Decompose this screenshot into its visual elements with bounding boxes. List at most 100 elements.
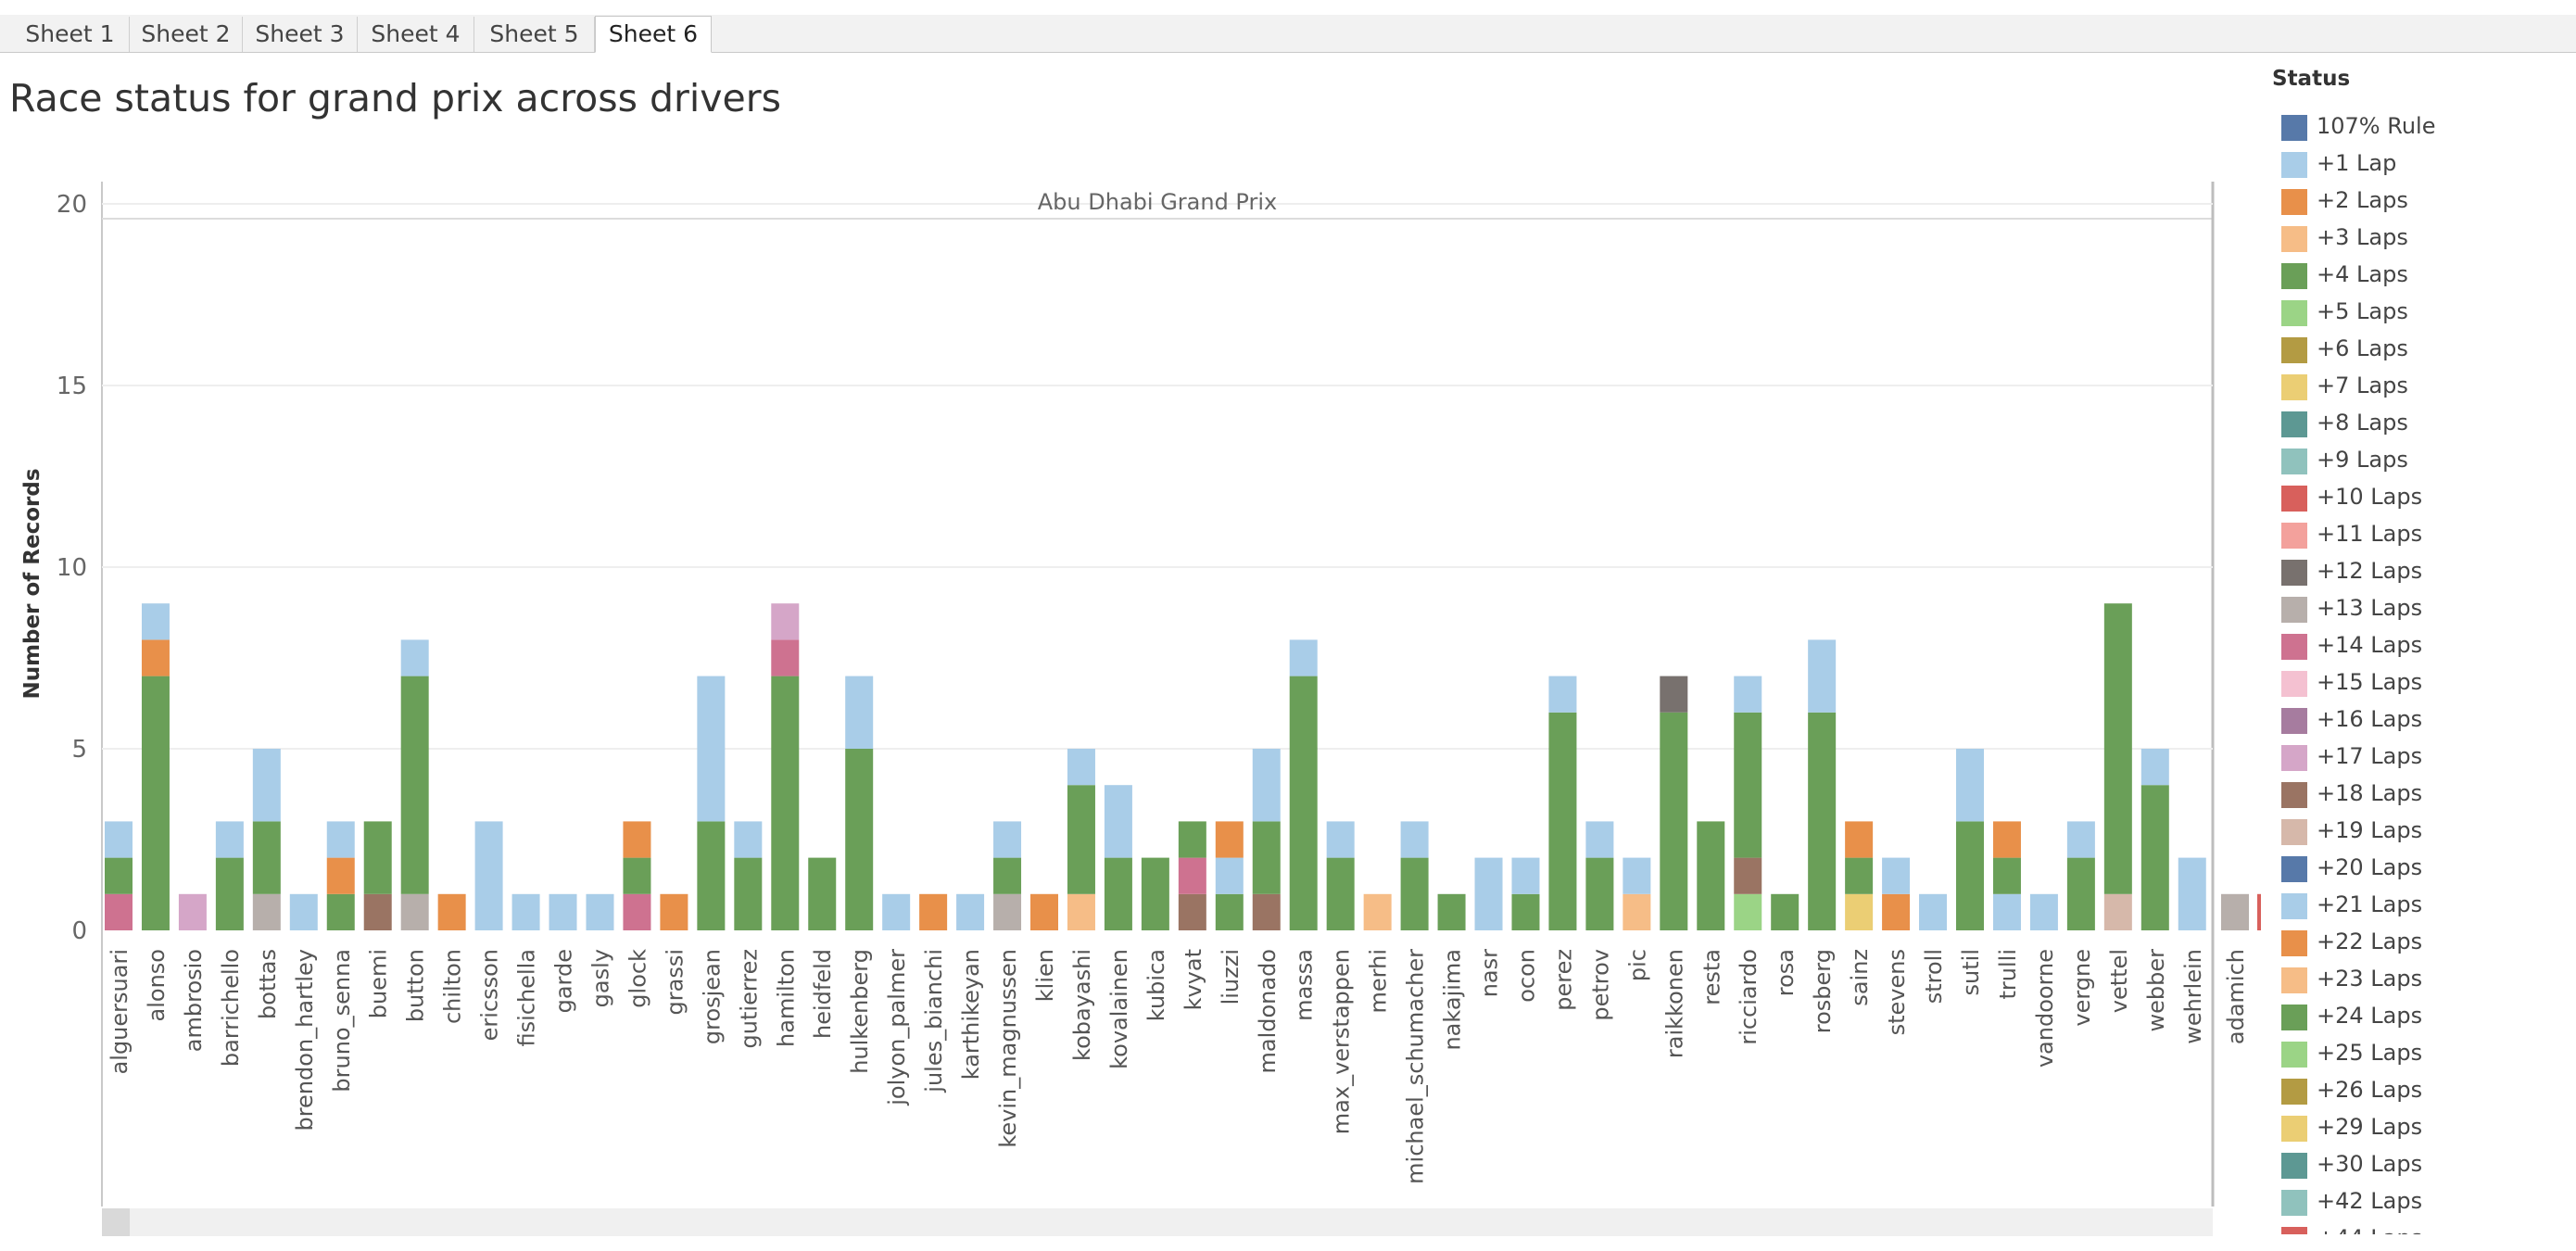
x-tick-label: vandoorne [2032, 949, 2058, 1068]
bar-segment [1992, 857, 2021, 894]
legend-item[interactable]: +22 Laps [2276, 921, 2572, 958]
tab-sheet-2[interactable]: Sheet 2 [130, 17, 243, 52]
legend-label: +29 Laps [2317, 1114, 2423, 1140]
sheet-tab-bar: Sheet 1 Sheet 2 Sheet 3 Sheet 4 Sheet 5 Sheet… [0, 15, 2576, 53]
bar-segment [2029, 893, 2058, 930]
horizontal-scrollbar[interactable] [102, 1208, 2213, 1236]
legend-item[interactable]: +23 Laps [2276, 958, 2572, 995]
tab-sheet-5[interactable]: Sheet 5 [474, 17, 595, 52]
legend-item[interactable]: +8 Laps [2276, 402, 2572, 439]
legend-item[interactable]: +25 Laps [2276, 1032, 2572, 1069]
x-tick-label: petrov [1587, 949, 1613, 1021]
legend-label: +13 Laps [2317, 595, 2423, 621]
legend-swatch [2281, 449, 2307, 474]
legend-label: 107% Rule [2317, 113, 2436, 139]
bar-segment [474, 821, 503, 930]
legend-item[interactable]: +2 Laps [2276, 180, 2572, 217]
x-tick-label: grosjean [699, 949, 725, 1044]
bar-segment [1697, 821, 1725, 930]
legend-label: +42 Laps [2317, 1188, 2423, 1214]
bar-segment [511, 893, 540, 930]
legend-label: +11 Laps [2317, 521, 2423, 547]
bar-segment [586, 893, 614, 930]
bar-chart: Abu Dhabi Grand Prix 0 5 10 15 20 Number of Re… [20, 182, 2261, 1236]
legend-swatch [2281, 263, 2307, 289]
bar-segment [1289, 639, 1318, 676]
bar-segment [919, 893, 948, 930]
legend-item[interactable]: +18 Laps [2276, 773, 2572, 810]
legend-item[interactable]: +17 Laps [2276, 736, 2572, 773]
bar-segment [771, 603, 800, 640]
legend-swatch [2281, 560, 2307, 586]
bar-segment [2178, 857, 2206, 930]
x-tick-label: stevens [1884, 949, 1910, 1035]
legend-item[interactable]: +7 Laps [2276, 365, 2572, 402]
legend-item[interactable]: +29 Laps [2276, 1106, 2572, 1144]
legend-item[interactable]: +19 Laps [2276, 810, 2572, 847]
x-tick-label: klien [1032, 949, 1058, 1002]
bar-segment [1474, 857, 1503, 930]
x-tick-label: jolyon_palmer [884, 949, 910, 1106]
y-tick-label: 10 [57, 554, 87, 582]
legend-item[interactable]: +4 Laps [2276, 254, 2572, 291]
legend-swatch [2281, 411, 2307, 437]
legend-item[interactable]: +3 Laps [2276, 217, 2572, 254]
legend-swatch [2281, 189, 2307, 215]
legend-item[interactable]: 107% Rule [2276, 106, 2572, 143]
tab-sheet-6[interactable]: Sheet 6 [595, 16, 712, 53]
tab-sheet-1[interactable]: Sheet 1 [11, 17, 130, 52]
bar-segment [1660, 676, 1688, 713]
legend-swatch [2281, 152, 2307, 178]
bar-segment [2103, 893, 2132, 930]
bar-segment [400, 639, 429, 676]
legend-item[interactable]: +10 Laps [2276, 476, 2572, 513]
bar-segment [1511, 893, 1540, 930]
legend-label: +18 Laps [2317, 780, 2423, 806]
legend-item[interactable]: +26 Laps [2276, 1069, 2572, 1106]
bar-segment [1252, 893, 1281, 930]
legend-item[interactable]: +42 Laps [2276, 1181, 2572, 1218]
legend-item[interactable]: +9 Laps [2276, 439, 2572, 476]
legend-swatch [2281, 374, 2307, 400]
bar-segment [1178, 857, 1206, 894]
x-tick-label: liuzzi [1218, 949, 1244, 1005]
legend-swatch [2281, 523, 2307, 549]
legend-item[interactable]: +24 Laps [2276, 995, 2572, 1032]
legend-item[interactable]: +15 Laps [2276, 662, 2572, 699]
legend-item[interactable]: +21 Laps [2276, 884, 2572, 921]
bar-segment [1178, 893, 1206, 930]
legend-item[interactable]: +5 Laps [2276, 291, 2572, 328]
x-tick-label: buemi [366, 949, 392, 1018]
y-tick-label: 15 [57, 373, 87, 400]
legend-label: +22 Laps [2317, 929, 2423, 954]
legend-item[interactable]: +44 Laps [2276, 1218, 2572, 1234]
bar-segment [697, 676, 726, 822]
legend-item[interactable]: +11 Laps [2276, 513, 2572, 550]
bar-segment [1734, 712, 1762, 858]
bar-segment [623, 857, 651, 894]
legend-item[interactable]: +14 Laps [2276, 625, 2572, 662]
legend-label: +44 Laps [2317, 1225, 2422, 1234]
x-tick-label: perez [1550, 949, 1576, 1011]
legend-item[interactable]: +16 Laps [2276, 699, 2572, 736]
x-tick-label: ricciardo [1736, 949, 1762, 1045]
bar-segment [734, 857, 763, 930]
legend-item[interactable]: +6 Laps [2276, 328, 2572, 365]
legend-item[interactable]: +12 Laps [2276, 550, 2572, 588]
legend-item[interactable]: +30 Laps [2276, 1144, 2572, 1181]
bar-segment [956, 893, 985, 930]
bar-segment [1141, 857, 1169, 930]
legend-label: +7 Laps [2317, 373, 2408, 398]
tab-sheet-4[interactable]: Sheet 4 [358, 17, 474, 52]
x-tick-label: bruno_senna [329, 949, 355, 1093]
x-tick-label: kovalainen [1106, 949, 1132, 1069]
scrollbar-thumb[interactable] [102, 1208, 130, 1236]
legend-item[interactable]: +13 Laps [2276, 588, 2572, 625]
bar-segment [1734, 893, 1762, 930]
legend-item[interactable]: +20 Laps [2276, 847, 2572, 884]
bar-segment [1067, 749, 1095, 786]
tab-sheet-3[interactable]: Sheet 3 [243, 17, 358, 52]
bar-segment [1511, 857, 1540, 894]
bar-segment [1067, 785, 1095, 894]
legend-item[interactable]: +1 Lap [2276, 143, 2572, 180]
